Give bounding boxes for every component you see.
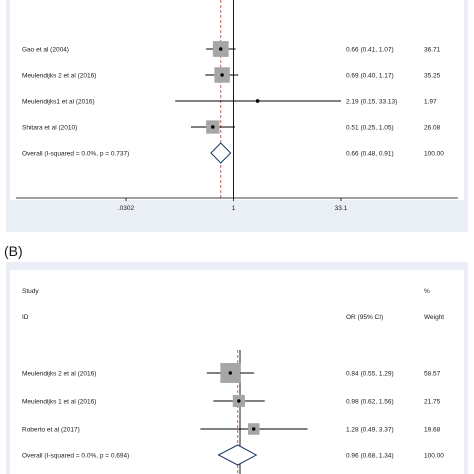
study-point xyxy=(220,73,224,77)
forest-plot-b: Study % ID OR (95% CI) Weight Meulendijks 2 e… xyxy=(22,288,444,474)
study-weight-text: 19.68 xyxy=(424,427,441,434)
study-name: Meulendijks 2 et al (2016) xyxy=(22,371,96,378)
header-id-label: ID xyxy=(22,314,29,321)
x-tick-label: .0302 xyxy=(118,205,135,212)
study-name: Meulendijks 1 et al (2016) xyxy=(22,399,96,406)
overall-weight-text: 100.00 xyxy=(424,453,444,460)
study-ci-text: 0.69 (0.40, 1.17) xyxy=(346,73,394,80)
study-ci-text: 0.66 (0.41, 1.07) xyxy=(346,47,394,54)
study-point xyxy=(211,125,215,129)
forest-plot-panel-a: Gao et al (2004) 0.66 (0.41, 1.07) 36.71 Me… xyxy=(6,0,468,232)
study-weight-text: 26.08 xyxy=(424,125,441,132)
header-weight-label: Weight xyxy=(424,314,444,321)
study-point xyxy=(228,371,233,375)
x-tick-label: 33.1 xyxy=(335,205,348,212)
header-percent-label: % xyxy=(424,288,430,295)
study-point xyxy=(237,399,241,403)
study-ci-text: 1.28 (0.49, 3.37) xyxy=(346,427,394,434)
forest-plot-a: Gao et al (2004) 0.66 (0.41, 1.07) 36.71 Me… xyxy=(16,0,458,212)
study-name: Shitara et al (2010) xyxy=(22,125,77,132)
overall-diamond xyxy=(217,444,258,466)
overall-label: Overall (I-squared = 0.0%, p = 0.694) xyxy=(22,453,129,460)
study-weight-text: 1.97 xyxy=(424,99,437,106)
study-ci-text: 0.51 (0.25, 1.05) xyxy=(346,125,394,132)
x-tick-label: 1 xyxy=(232,205,236,212)
study-name: Meulendijks1 et al (2016) xyxy=(22,99,95,106)
study-name: Meulendijks 2 et al (2016) xyxy=(22,73,96,80)
study-weight-text: 35.25 xyxy=(424,73,441,80)
overall-label: Overall (I-squared = 0.0%, p = 0.737) xyxy=(22,151,129,158)
forest-plot-panel-b: Study% ID OR (95% CI) Weight Meulendijks 2 e… xyxy=(6,262,468,474)
panel-b-label: (B) xyxy=(4,243,23,259)
study-weight-text: 36.71 xyxy=(424,47,441,54)
header-or-label: OR (95% CI) xyxy=(346,314,383,321)
study-ci-text: 2.19 (0.15, 33.13) xyxy=(346,99,397,106)
plot-area-a xyxy=(10,0,464,200)
overall-weight-text: 100.00 xyxy=(424,151,444,158)
study-point xyxy=(252,427,256,431)
study-point xyxy=(219,47,223,51)
study-name: Gao et al (2004) xyxy=(22,47,69,54)
study-weight-text: 58.57 xyxy=(424,371,441,378)
study-point xyxy=(255,99,260,103)
header-study-label: Study xyxy=(22,288,39,295)
study-ci-text: 0.84 (0.55, 1.29) xyxy=(346,371,394,378)
overall-ci-text: 0.66 (0.48, 0.91) xyxy=(346,151,394,158)
overall-ci-text: 0.96 (0.68, 1.34) xyxy=(346,453,394,460)
study-name: Roberto et al (2017) xyxy=(22,427,80,434)
study-ci-text: 0.98 (0.62, 1.56) xyxy=(346,399,394,406)
overall-diamond xyxy=(210,142,232,164)
study-weight-text: 21.75 xyxy=(424,399,441,406)
